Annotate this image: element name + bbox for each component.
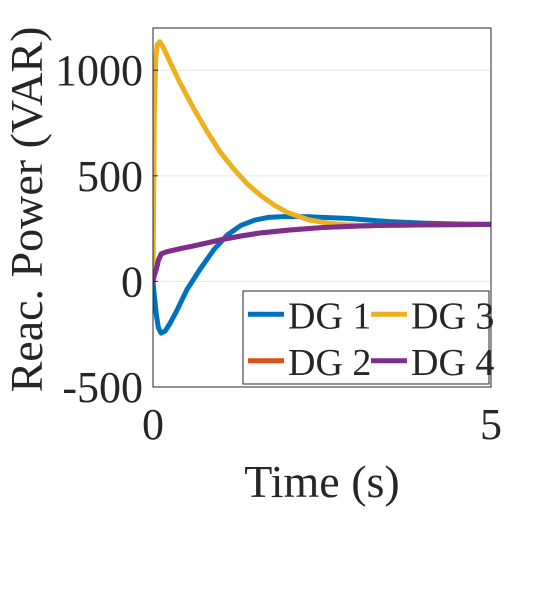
legend-label: DG 4 [411,342,494,384]
axes-box [152,27,492,388]
plot-area [153,39,491,336]
legend-label: DG 3 [411,295,494,337]
y-tick-label: 1000 [55,46,143,95]
y-tick-label: -500 [62,363,143,412]
series-lines [153,39,491,336]
series-line-dg-3 [153,39,491,284]
y-axis-label: Reac. Power (VAR) [1,27,52,393]
legend: DG 1 DG 2 DG 3 DG 4 [242,290,494,385]
series-line-dg-4 [153,221,491,284]
x-axis-label: Time (s) [244,456,400,507]
series-line-dg-1 [153,213,491,336]
x-tick-label: 0 [142,400,164,449]
legend-label: DG 2 [288,342,371,384]
legend-label: DG 1 [288,295,371,337]
y-tick-label: 0 [121,257,143,306]
x-tick-label: 5 [480,400,502,449]
y-tick-label: 500 [77,152,143,201]
legend-box [242,290,490,385]
